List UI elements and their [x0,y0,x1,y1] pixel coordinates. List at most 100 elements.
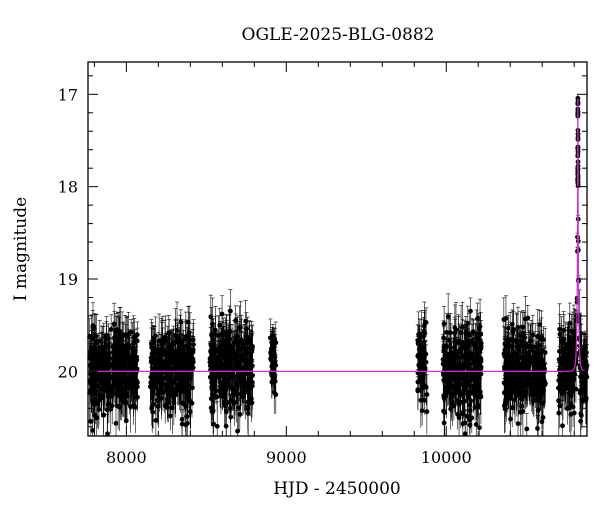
data-point [243,348,248,353]
data-point [230,387,235,392]
data-point [96,384,101,389]
data-point [135,338,140,343]
data-point [468,408,473,413]
data-point [235,384,240,389]
data-point [248,344,253,349]
data-point [444,330,449,335]
data-point [524,427,529,432]
data-point [175,382,180,387]
data-point [214,375,219,380]
data-point [468,309,473,314]
data-point [114,421,119,426]
data-point [228,406,233,411]
data-point [93,397,98,402]
data-point [471,374,476,379]
data-point [110,375,115,380]
data-point [233,318,238,323]
data-point [185,393,190,398]
data-point [478,393,483,398]
data-point [185,421,190,426]
data-point [178,379,183,384]
data-point [226,363,231,368]
data-point [208,314,213,319]
data-point [463,421,468,426]
data-point [419,375,424,380]
data-point [183,334,188,339]
data-points-layer [87,95,589,437]
data-point [102,358,107,363]
data-point [416,332,421,337]
data-point [214,366,219,371]
data-point [156,404,161,409]
data-point [465,414,470,419]
data-point [249,349,254,354]
data-point [246,379,251,384]
data-point [222,375,227,380]
data-point [188,409,193,414]
data-point [424,320,429,325]
data-point [418,398,423,403]
data-point [127,358,132,363]
data-point [474,422,479,427]
data-point [94,340,99,345]
data-point [108,394,113,399]
data-point [475,387,480,392]
data-point [188,356,193,361]
data-point [237,412,242,417]
data-point [153,418,158,423]
data-point [243,319,248,324]
data-point [535,426,540,431]
data-point [537,322,542,327]
data-point [220,312,225,317]
data-point [239,380,244,385]
data-point [523,316,528,321]
data-point [171,380,176,385]
data-point [450,395,455,400]
data-point [472,358,477,363]
data-point [124,418,129,423]
data-point [228,309,233,314]
data-point [250,400,255,405]
data-point [231,374,236,379]
data-point [475,316,480,321]
data-point [447,374,452,379]
data-point [91,323,96,328]
data-point [131,404,136,409]
data-point [246,407,251,412]
data-point [441,362,446,367]
data-point [478,324,483,329]
data-point [540,419,545,424]
data-point [271,345,276,350]
data-point [468,384,473,389]
data-point [106,352,111,357]
data-point [91,354,96,359]
data-point [458,349,463,354]
data-point [179,400,184,405]
data-point [150,372,155,377]
data-point [154,376,159,381]
data-point [421,345,426,350]
data-point [235,344,240,349]
data-point [417,364,422,369]
data-point [93,334,98,339]
data-point [98,365,103,370]
data-point [165,401,170,406]
data-point [415,387,420,392]
data-point [239,338,244,343]
data-point [134,358,139,363]
data-point [128,382,133,387]
data-point [479,344,484,349]
data-point [228,415,233,420]
data-point [235,429,240,434]
data-point [219,347,224,352]
data-point [238,325,243,330]
data-point [452,354,457,359]
data-point [104,336,109,341]
chart-title: OGLE-2025-BLG-0882 [242,25,435,45]
data-point [441,335,446,340]
data-point [88,381,93,386]
data-point [117,339,122,344]
data-point [466,343,471,348]
